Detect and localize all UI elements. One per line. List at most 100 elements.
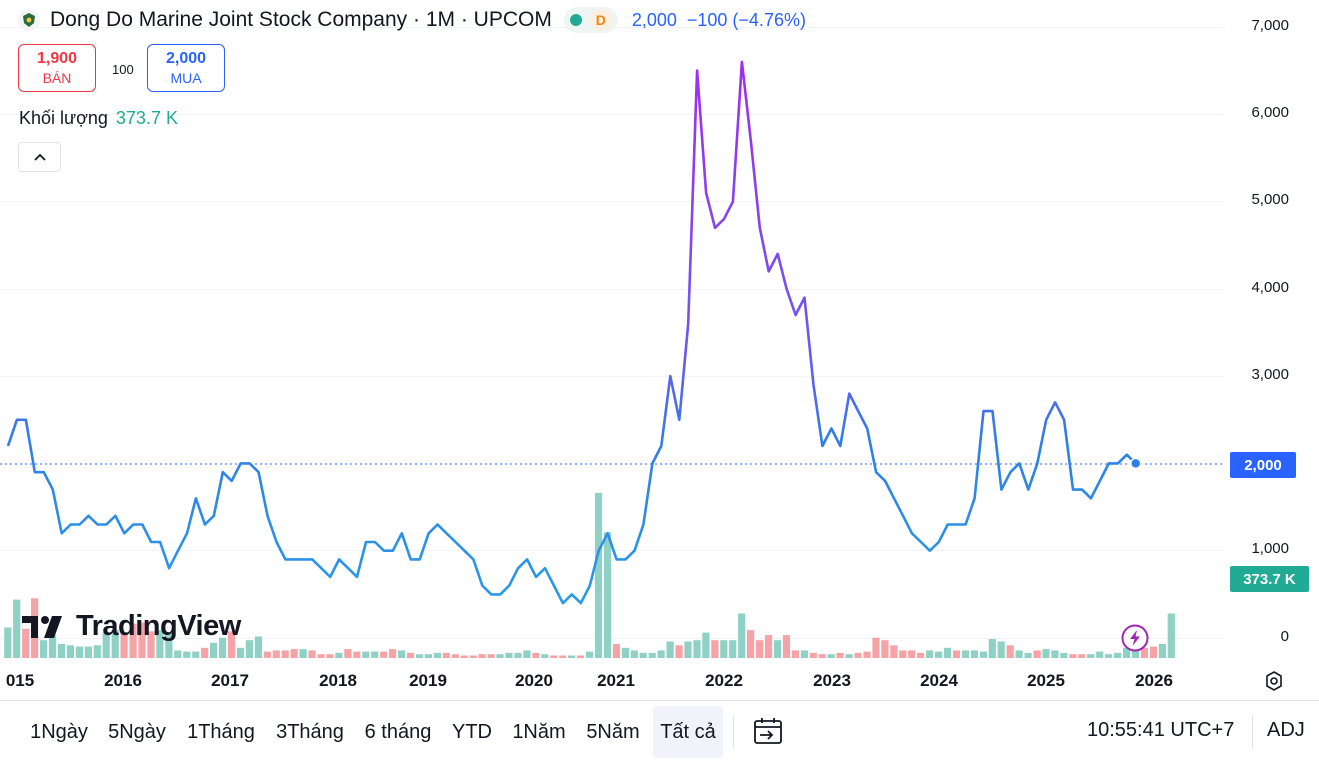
volume-bar — [676, 645, 683, 658]
volume-bar — [944, 648, 951, 658]
volume-bar — [532, 653, 539, 658]
range-1-year-button[interactable]: 1Năm — [506, 706, 572, 758]
volume-bar — [514, 653, 521, 658]
price-axis-label: 1,000 — [1251, 540, 1289, 557]
volume-bar — [362, 652, 369, 658]
range-5-day-button[interactable]: 5Ngày — [102, 706, 172, 758]
volume-bar — [183, 652, 190, 658]
volume-bar — [67, 645, 74, 658]
range-all-button[interactable]: Tất cả — [653, 706, 723, 758]
volume-bar — [962, 650, 969, 658]
volume-bar — [881, 640, 888, 658]
volume-bar — [273, 650, 280, 658]
volume-bar — [237, 648, 244, 658]
volume-bar — [711, 640, 718, 658]
volume-bar — [300, 649, 307, 658]
range-1-month-button[interactable]: 1Tháng — [180, 706, 262, 758]
volume-bar — [613, 644, 620, 658]
volume-bar — [1150, 647, 1157, 658]
spread-value: 100 — [112, 62, 134, 77]
volume-bar — [246, 640, 253, 658]
volume-bar — [264, 652, 271, 658]
volume-bar — [747, 630, 754, 658]
volume-bar — [496, 654, 503, 658]
volume-bar — [94, 645, 101, 658]
volume-bar — [729, 640, 736, 658]
time-axis-label: 2016 — [104, 671, 142, 691]
volume-bar — [810, 653, 817, 658]
volume-bar — [425, 654, 432, 658]
volume-bar — [291, 649, 298, 658]
last-price-dot — [1131, 458, 1141, 468]
volume-bar — [908, 650, 915, 658]
volume-bar — [1069, 654, 1076, 658]
volume-bar — [479, 654, 486, 658]
volume-bar — [899, 650, 906, 658]
buy-label: MUA — [148, 70, 224, 86]
volume-bar — [989, 639, 996, 658]
volume-bar — [568, 656, 575, 659]
tradingview-watermark[interactable]: TradingView — [22, 610, 241, 643]
volume-bar — [380, 652, 387, 658]
price-axis-label: 0 — [1281, 628, 1289, 645]
go-to-date-button[interactable] — [752, 715, 784, 747]
volume-bar — [586, 652, 593, 658]
volume-bar — [201, 648, 208, 658]
toolbar-divider — [1252, 715, 1253, 749]
volume-bar — [309, 650, 316, 658]
settings-gear-icon — [1262, 669, 1286, 693]
time-axis-label: 2019 — [409, 671, 447, 691]
sell-label: BÁN — [19, 70, 95, 86]
volume-bar — [326, 654, 333, 658]
volume-bar — [1034, 650, 1041, 658]
volume-bar — [738, 614, 745, 659]
volume-bar — [550, 656, 557, 659]
volume-bar — [1096, 652, 1103, 658]
volume-bar — [863, 652, 870, 658]
status-pills[interactable]: D — [564, 7, 618, 33]
range-3-month-button[interactable]: 3Tháng — [270, 706, 350, 758]
adjust-data-button[interactable]: ADJ — [1267, 719, 1305, 742]
range-ytd-button[interactable]: YTD — [446, 706, 498, 758]
volume-bar — [872, 638, 879, 658]
symbol-title[interactable]: Dong Do Marine Joint Stock Company · 1M … — [50, 8, 552, 32]
volume-bar — [595, 493, 602, 658]
time-axis-label: 2017 — [211, 671, 249, 691]
clock-timezone[interactable]: 10:55:41 UTC+7 — [1087, 719, 1234, 742]
delayed-badge[interactable]: D — [590, 9, 612, 31]
volume-bar — [837, 653, 844, 658]
flash-alert-icon[interactable] — [1121, 624, 1149, 652]
volume-bar — [756, 640, 763, 658]
price-chart[interactable] — [0, 0, 1225, 665]
volume-bar — [1007, 645, 1014, 658]
volume-bar — [702, 633, 709, 658]
sell-button[interactable]: 1,900 BÁN — [18, 44, 96, 92]
chart-settings-button[interactable] — [1262, 669, 1286, 693]
volume-bar — [13, 600, 20, 658]
price-axis-label: 5,000 — [1251, 191, 1289, 208]
collapse-legend-button[interactable] — [18, 142, 61, 172]
range-5-year-button[interactable]: 5Năm — [580, 706, 646, 758]
volume-bar — [452, 654, 459, 658]
time-axis-label: 2025 — [1027, 671, 1065, 691]
range-1-day-button[interactable]: 1Ngày — [24, 706, 94, 758]
volume-bar — [523, 650, 530, 658]
bottom-toolbar: 1Ngày 5Ngày 1Tháng 3Tháng 6 tháng YTD 1N… — [0, 700, 1319, 767]
volume-bar — [1025, 653, 1032, 658]
volume-bar — [353, 652, 360, 658]
volume-bar — [774, 640, 781, 658]
volume-bar — [801, 650, 808, 658]
volume-bar — [255, 636, 262, 658]
volume-bar — [317, 654, 324, 658]
buy-button[interactable]: 2,000 MUA — [147, 44, 225, 92]
range-6-month-button[interactable]: 6 tháng — [358, 706, 438, 758]
time-axis-label: 2024 — [920, 671, 958, 691]
time-axis-label: 2018 — [319, 671, 357, 691]
volume-bar — [1168, 614, 1175, 659]
volume-bar — [210, 643, 217, 658]
price-line — [8, 62, 1136, 603]
volume-bar — [407, 653, 414, 658]
time-axis-label: 2026 — [1135, 671, 1173, 691]
volume-bar — [461, 656, 468, 659]
